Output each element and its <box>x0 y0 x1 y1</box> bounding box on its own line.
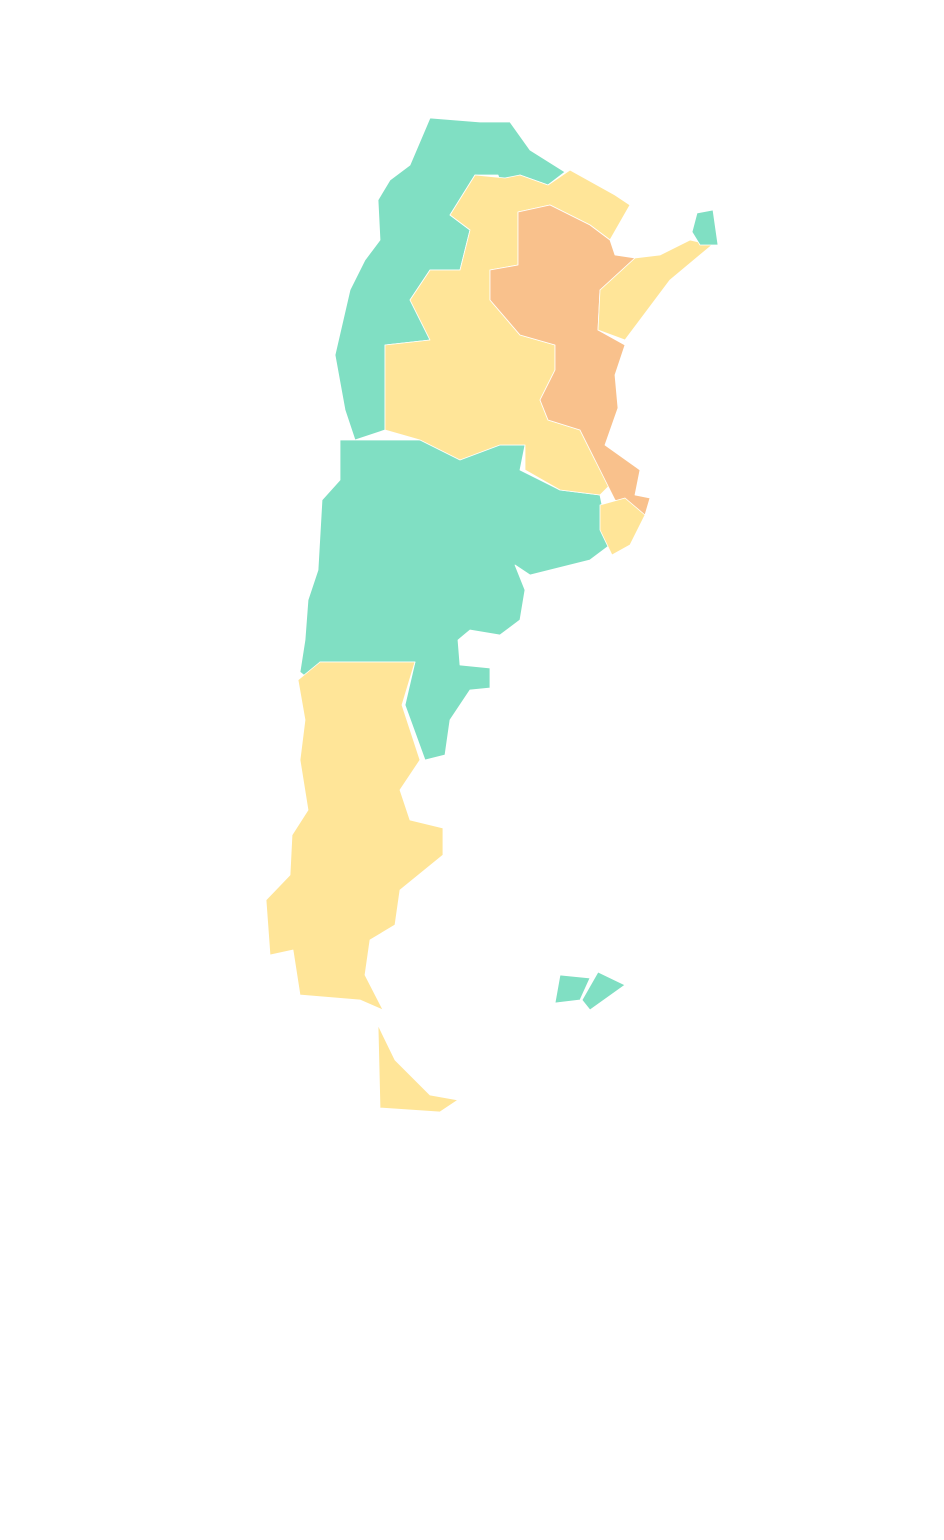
map-regions <box>265 117 719 1113</box>
region-patagonia[interactable] <box>265 661 444 1011</box>
region-misiones[interactable] <box>691 209 719 246</box>
region-malvinas-east[interactable] <box>581 971 626 1011</box>
region-center-south[interactable] <box>299 439 611 761</box>
region-malvinas-west[interactable] <box>554 974 591 1004</box>
region-coast[interactable] <box>599 497 646 556</box>
region-tierra-del-fuego[interactable] <box>377 1024 459 1113</box>
region-northeast[interactable] <box>489 204 651 516</box>
